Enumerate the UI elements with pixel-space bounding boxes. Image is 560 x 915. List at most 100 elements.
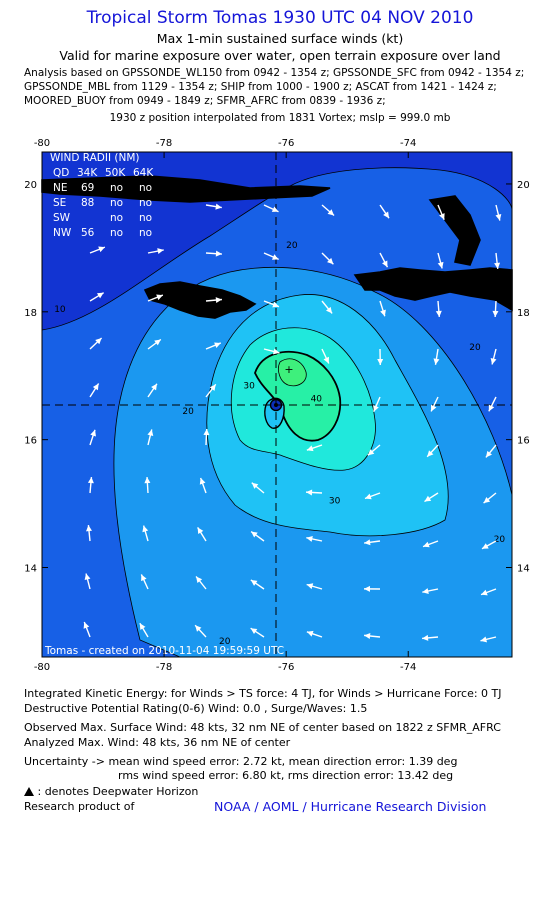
wind-arrow [494, 252, 501, 269]
wind-arrow [364, 539, 381, 546]
wind-arrow [251, 482, 265, 494]
x-tick-label-bottom: -78 [156, 662, 172, 673]
x-tick-label-bottom: -74 [400, 662, 416, 673]
x-tick-label-top: -80 [34, 138, 50, 149]
wind-arrow [433, 348, 440, 365]
wind-radii-col-34k: 34K [77, 167, 98, 179]
wind-arrow [195, 576, 207, 590]
wind-arrow [89, 337, 103, 350]
wind-arrow [377, 348, 384, 366]
max-wind-marker: + [284, 363, 293, 376]
wind-arrow [87, 477, 94, 494]
wind-arrow [480, 636, 497, 643]
wind-arrow [321, 300, 333, 314]
jamaica-land [143, 281, 257, 319]
wind-arrow [250, 530, 265, 542]
wind-arrow [205, 250, 223, 257]
wind-arrow [205, 342, 222, 350]
x-tick-label-top: -76 [278, 138, 294, 149]
wind-analysis-plot: + 10 20 20 20 20 20 30 30 40 WIND RADII (NM) QD … [24, 138, 530, 673]
wind-arrow [422, 540, 439, 548]
wind-arrow [306, 630, 323, 638]
hispaniola-land [353, 267, 513, 312]
wind-arrow [422, 634, 439, 641]
wind-arrow [306, 536, 323, 542]
wind-vectors [83, 203, 502, 643]
wind-arrow [490, 348, 497, 365]
wind-radii-title: WIND RADII (NM) [50, 152, 140, 164]
wind-arrow [485, 444, 497, 458]
wind-radii-se-64: no [139, 197, 152, 209]
wind-arrow [140, 574, 149, 590]
uncertainty-line-1: Uncertainty -> mean wind speed error: 2.… [24, 755, 458, 768]
wind-arrow [480, 588, 497, 596]
wind-arrow [379, 300, 386, 317]
wind-arrow [306, 444, 323, 452]
wind-arrow [144, 476, 151, 494]
wind-arrow [83, 621, 91, 638]
wind-arrow [488, 396, 497, 412]
wind-arrow [194, 624, 207, 638]
wind-arrow [89, 246, 106, 254]
contour-label: 20 [182, 407, 194, 417]
wind-arrow [263, 300, 280, 308]
deepwater-note: : denotes Deepwater Horizon [24, 785, 198, 798]
wind-arrow [263, 252, 279, 261]
axis-ticks [41, 152, 512, 657]
y-tick-label-right: 14 [517, 564, 530, 575]
wind-radii-ne-34: 69 [81, 182, 94, 194]
x-tick-label-top: -78 [156, 138, 172, 149]
wind-radii-col-qd: QD [53, 167, 69, 179]
land-outlines [41, 175, 513, 319]
wind-arrow [197, 527, 207, 542]
wind-radii-nw-34: 56 [81, 227, 95, 239]
y-tick-label-left: 16 [24, 436, 37, 447]
wind-radii-ne-50: no [110, 182, 123, 194]
wind-arrow [199, 477, 207, 494]
y-tick-label-right: 20 [517, 180, 530, 191]
x-tick-label-bottom: -76 [278, 662, 294, 673]
wind-arrow [142, 525, 149, 542]
wind-arrow [147, 383, 158, 398]
wind-arrow [306, 583, 323, 590]
wind-arrow [84, 573, 91, 590]
y-tick-label-right: 18 [517, 308, 530, 319]
wind-arrow [147, 294, 164, 302]
validity-note: Valid for marine exposure over water, op… [59, 48, 501, 63]
cuba-land [41, 175, 331, 203]
chart-subtitle: Max 1-min sustained surface winds (kt) [156, 31, 404, 46]
noaa-aoml-link[interactable]: NOAA / AOML / Hurricane Research Divisio… [214, 799, 487, 814]
x-tick-label-bottom: -80 [34, 662, 50, 673]
wind-radii-sw-50: no [110, 212, 123, 224]
observed-max-line: Observed Max. Surface Wind: 48 kts, 32 n… [24, 721, 501, 734]
analysis-line-2: GPSSONDE_MBL from 1129 - 1354 z; SHIP fr… [24, 81, 497, 93]
wind-radii-ne-label: NE [53, 182, 68, 194]
dpr-line: Destructive Potential Rating(0-6) Wind: … [24, 702, 368, 715]
wind-arrow [89, 292, 105, 302]
wind-arrow [426, 444, 439, 458]
wind-arrow [250, 627, 265, 638]
contour-max-core [278, 358, 307, 387]
wind-arrow [89, 383, 100, 398]
wind-radii-nw-label: NW [53, 227, 72, 239]
wind-arrow [424, 492, 439, 503]
contour-labels: 10 20 20 20 20 20 30 30 40 [54, 241, 505, 647]
wind-radii-table: WIND RADII (NM) QD 34K 50K 64K NE 69 no … [50, 152, 154, 239]
wind-arrow [483, 492, 497, 504]
wind-arrow [435, 300, 442, 318]
analyzed-max-line: Analyzed Max. Wind: 48 kts, 36 nm NE of … [24, 736, 291, 749]
oil-rig-icon [24, 787, 34, 796]
y-tick-label-left: 20 [24, 180, 37, 191]
plot-frame [41, 151, 513, 658]
wind-arrow [203, 428, 210, 446]
wind-radii-ne-64: no [139, 182, 152, 194]
wind-arrow [321, 204, 335, 217]
wind-arrow [364, 492, 381, 500]
wind-arrow [205, 383, 217, 398]
wind-arrow [305, 489, 323, 496]
wind-arrow [437, 204, 445, 221]
wind-arrow [250, 579, 265, 590]
contour-label: 30 [329, 497, 341, 507]
wind-arrow [147, 248, 164, 255]
uncertainty-line-2: rms wind speed error: 6.80 kt, rms direc… [118, 769, 454, 782]
